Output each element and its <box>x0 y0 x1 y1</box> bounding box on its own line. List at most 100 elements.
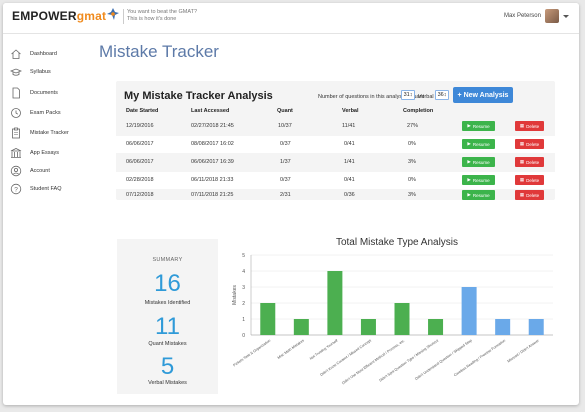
chart-svg: 0 1 2 3 4 5 Mistakes Pickets Task & Organizatio… <box>232 253 553 386</box>
y-tick-label: 1 <box>242 317 245 323</box>
completion-cell: 0% <box>408 141 416 147</box>
sidebar-item-exam-packs[interactable]: Exam Packs <box>10 105 61 121</box>
x-tick-label: Didn't Use Most Efficient Method / Proce… <box>341 339 405 386</box>
bar <box>260 303 276 335</box>
resume-button[interactable]: ▶ Resume <box>462 190 495 200</box>
home-icon <box>11 49 21 59</box>
delete-button[interactable]: ▦ Delete <box>515 190 544 200</box>
user-menu[interactable]: Max Peterson <box>504 9 569 23</box>
verbal-cell: 0/41 <box>344 177 355 183</box>
x-tick-label: Didn't Understand Question / Skipped Ste… <box>414 339 472 382</box>
y-axis-label: Mistakes <box>232 285 238 305</box>
completion-cell: 3% <box>408 192 416 198</box>
table-row: 06/06/2017 06/06/2017 16:39 1/37 1/41 3%… <box>116 154 555 171</box>
quant-count-value: 31 <box>403 92 410 98</box>
analysis-title: My Mistake Tracker Analysis <box>124 90 273 102</box>
graduation-cap-icon <box>10 68 22 76</box>
logo[interactable]: EMPOWERgmat <box>12 9 106 23</box>
col-header-date-started: Date Started <box>126 108 159 114</box>
logo-main: EMPOWER <box>12 9 77 23</box>
sidebar-item-syllabus[interactable]: Syllabus <box>10 64 51 80</box>
summary-label: SUMMARY <box>152 257 183 263</box>
avatar <box>545 9 559 23</box>
total-mistakes-label: Mistakes Identified <box>144 300 191 306</box>
sidebar-item-label: Syllabus <box>30 69 51 75</box>
delete-label: Delete <box>526 123 540 129</box>
col-header-verbal: Verbal <box>342 108 359 114</box>
bar <box>360 319 376 335</box>
sidebar-item-label: App Essays <box>30 150 60 156</box>
col-header-last-accessed: Last Accessed <box>191 108 230 114</box>
sidebar-item-label: Documents <box>30 90 58 96</box>
quant-count-stepper[interactable]: 31 ↕ <box>401 90 415 100</box>
app-window: EMPOWERgmat You want to beat the GMAT? T… <box>3 3 579 405</box>
resume-button[interactable]: ▶ Resume <box>462 175 495 185</box>
resume-button[interactable]: ▶ Resume <box>462 121 495 131</box>
sidebar-item-student-faq[interactable]: ? Student FAQ <box>10 181 62 197</box>
quant-cell: 1/37 <box>280 159 291 165</box>
play-icon: ▶ <box>467 123 471 128</box>
chevron-down-icon <box>563 14 569 18</box>
question-icon: ? <box>10 183 22 195</box>
y-tick-label: 0 <box>242 333 245 339</box>
table-row: 02/28/2018 06/11/2018 21:33 0/37 0/41 0%… <box>116 172 555 189</box>
new-analysis-button[interactable]: + New Analysis <box>453 87 513 103</box>
quant-cell: 0/37 <box>280 141 291 147</box>
delete-label: Delete <box>526 159 540 165</box>
quant-cell: 2/31 <box>280 192 291 198</box>
sidebar-item-mistake-tracker[interactable]: Mistake Tracker <box>10 125 69 141</box>
verbal-cell: 1/41 <box>344 159 355 165</box>
last-accessed-cell: 02/27/2018 21:45 <box>191 123 234 129</box>
mistake-type-chart: Total Mistake Type Analysis 0 1 2 3 4 5 Mistak… <box>227 237 567 397</box>
date-started-cell: 02/28/2018 <box>126 177 154 183</box>
trash-icon: ▦ <box>519 141 525 146</box>
verbal-label: Verbal <box>418 94 434 100</box>
y-tick-label: 3 <box>242 285 245 291</box>
delete-label: Delete <box>526 177 540 183</box>
x-tick-label: Didn't Spot Question Type / Missing Shor… <box>379 339 440 383</box>
delete-button[interactable]: ▦ Delete <box>515 121 544 131</box>
resume-label: Resume <box>472 177 490 183</box>
analysis-panel: My Mistake Tracker Analysis Number of qu… <box>116 81 555 200</box>
sidebar-item-label: Dashboard <box>30 51 57 57</box>
verbal-cell: 0/36 <box>344 192 355 198</box>
play-icon: ▶ <box>467 177 471 182</box>
y-tick-label: 4 <box>242 269 245 275</box>
sidebar-item-app-essays[interactable]: App Essays <box>10 145 59 161</box>
tagline: You want to beat the GMAT? This is how i… <box>127 9 197 23</box>
svg-text:?: ? <box>14 186 18 193</box>
page-title: Mistake Tracker <box>99 42 219 61</box>
account-icon <box>10 165 22 177</box>
y-tick-label: 5 <box>242 253 245 259</box>
completion-cell: 27% <box>407 123 419 129</box>
resume-button[interactable]: ▶ Resume <box>462 139 495 149</box>
date-started-cell: 06/06/2017 <box>126 141 154 147</box>
sidebar: Dashboard Syllabus Documents Exam Packs … <box>3 34 93 405</box>
verbal-count-stepper[interactable]: 36 ↕ <box>435 90 449 100</box>
trash-icon: ▦ <box>519 159 525 164</box>
tagline-line-1: You want to beat the GMAT? <box>127 9 198 15</box>
sidebar-item-documents[interactable]: Documents <box>10 85 58 101</box>
bar <box>394 303 410 335</box>
completion-cell: 3% <box>408 159 416 165</box>
logo-mark-icon <box>107 8 119 20</box>
sidebar-item-dashboard[interactable]: Dashboard <box>10 46 57 62</box>
verbal-mistakes-number: 5 <box>160 353 175 380</box>
bar <box>327 271 343 335</box>
verbal-cell: 11/41 <box>342 123 356 129</box>
x-tick-label: Not Trusting Yourself <box>309 339 338 361</box>
resume-button[interactable]: ▶ Resume <box>462 157 495 167</box>
bar <box>293 319 309 335</box>
last-accessed-cell: 06/11/2018 21:33 <box>191 177 234 183</box>
verbal-mistakes-label: Verbal Mistakes <box>148 380 187 386</box>
sidebar-item-account[interactable]: Account <box>10 163 50 179</box>
sidebar-item-label: Student FAQ <box>30 186 62 192</box>
delete-button[interactable]: ▦ Delete <box>515 157 544 167</box>
user-name: Max Peterson <box>503 13 541 19</box>
resume-label: Resume <box>472 159 490 165</box>
delete-button[interactable]: ▦ Delete <box>515 175 544 185</box>
x-tick-label: Misc Math Mistakes <box>277 338 305 359</box>
x-tick-label: Pickets Task & Organization <box>232 339 271 368</box>
delete-button[interactable]: ▦ Delete <box>515 139 544 149</box>
tagline-divider <box>123 9 124 24</box>
